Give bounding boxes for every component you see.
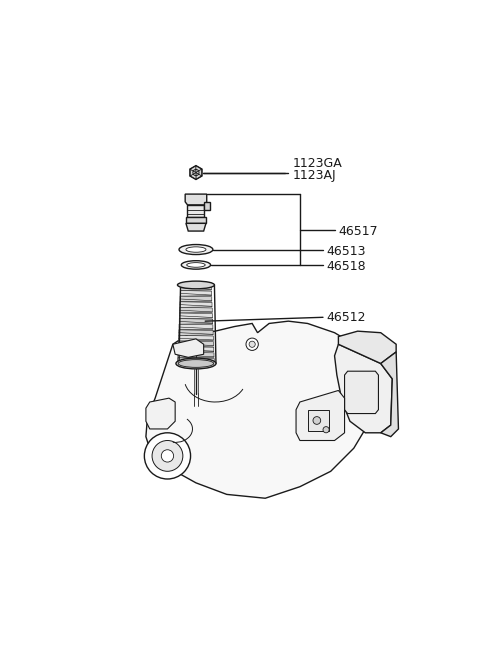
Polygon shape [180, 302, 212, 307]
Ellipse shape [187, 263, 205, 267]
Polygon shape [178, 358, 214, 364]
Polygon shape [180, 313, 213, 318]
Polygon shape [185, 194, 207, 205]
Text: 1123GA: 1123GA [292, 157, 342, 170]
Polygon shape [173, 339, 204, 358]
Polygon shape [179, 318, 213, 324]
Circle shape [249, 341, 255, 347]
Polygon shape [190, 169, 196, 176]
Polygon shape [335, 345, 392, 433]
Polygon shape [190, 166, 196, 172]
Polygon shape [186, 217, 206, 223]
Polygon shape [186, 223, 206, 231]
Polygon shape [381, 352, 398, 437]
Polygon shape [179, 335, 213, 341]
Polygon shape [146, 398, 175, 429]
Ellipse shape [181, 261, 211, 269]
Polygon shape [180, 285, 211, 291]
Polygon shape [179, 341, 214, 346]
Ellipse shape [178, 281, 215, 289]
Ellipse shape [176, 358, 216, 369]
Polygon shape [308, 409, 329, 431]
Circle shape [313, 417, 321, 424]
Text: 46517: 46517 [338, 225, 378, 238]
Polygon shape [190, 172, 196, 179]
Polygon shape [196, 169, 202, 176]
Polygon shape [180, 296, 212, 302]
Polygon shape [188, 205, 204, 217]
Polygon shape [296, 390, 345, 441]
Polygon shape [180, 307, 212, 313]
Ellipse shape [179, 244, 213, 255]
Polygon shape [345, 371, 378, 413]
Circle shape [246, 338, 258, 350]
Polygon shape [180, 291, 212, 296]
Polygon shape [204, 202, 210, 210]
Polygon shape [146, 321, 388, 498]
Ellipse shape [178, 360, 214, 367]
Polygon shape [178, 352, 214, 358]
Circle shape [161, 450, 174, 462]
Circle shape [144, 433, 191, 479]
Text: 46518: 46518 [327, 260, 366, 273]
Ellipse shape [186, 247, 206, 252]
Polygon shape [179, 330, 213, 335]
Polygon shape [196, 172, 202, 179]
Text: 46513: 46513 [327, 244, 366, 257]
Circle shape [323, 426, 329, 433]
Polygon shape [338, 331, 396, 364]
Text: 46512: 46512 [327, 311, 366, 324]
Polygon shape [196, 166, 202, 172]
Polygon shape [178, 346, 214, 352]
Circle shape [152, 441, 183, 472]
Polygon shape [179, 324, 213, 330]
Text: 1123AJ: 1123AJ [292, 169, 336, 182]
